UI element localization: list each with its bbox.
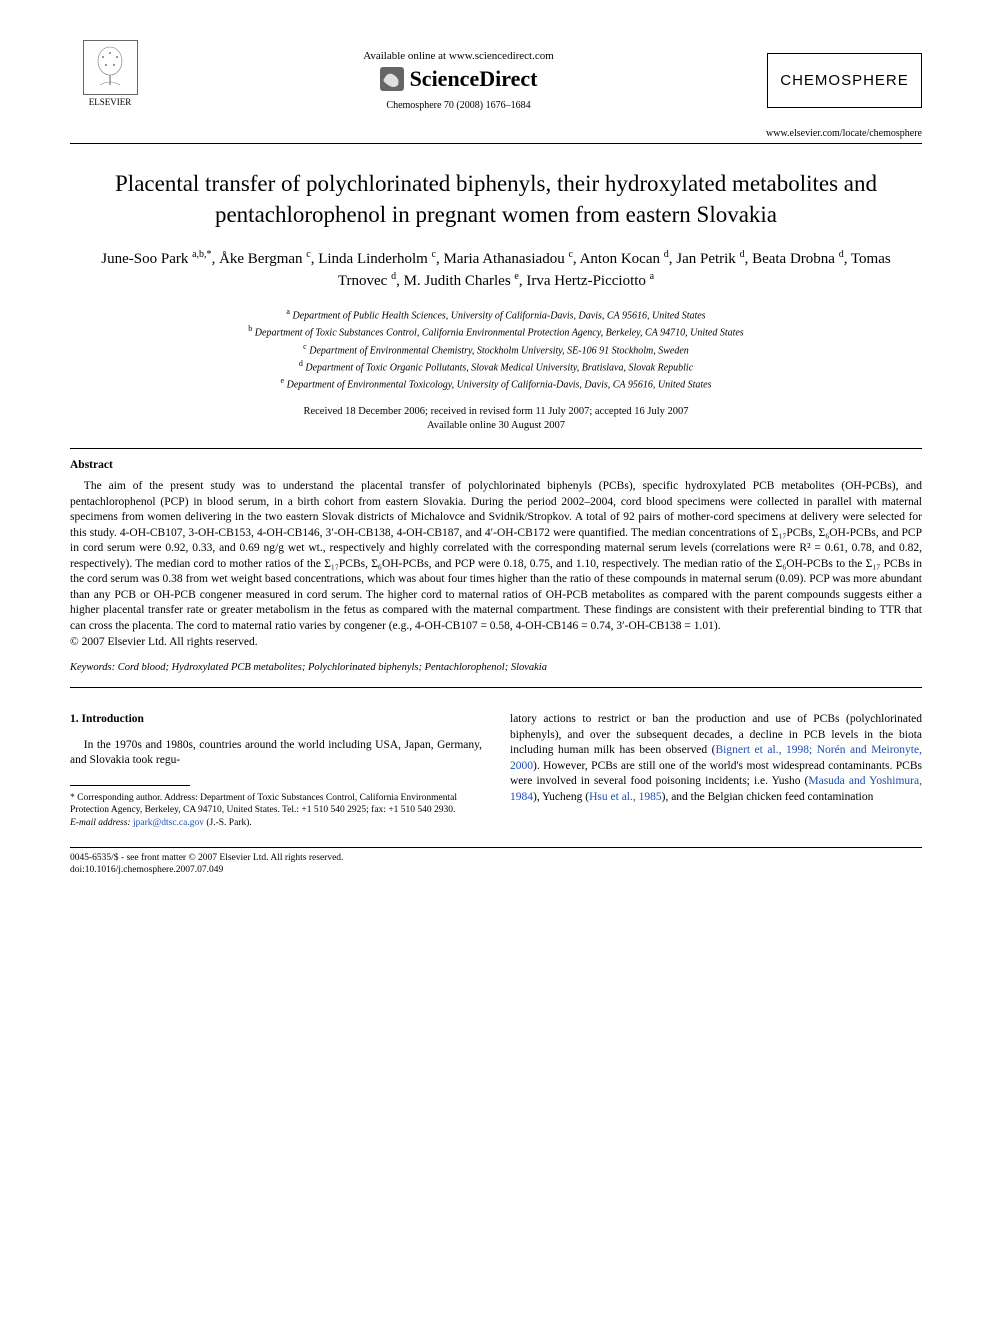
divider-top <box>70 143 922 144</box>
left-column: 1. Introduction In the 1970s and 1980s, … <box>70 712 482 829</box>
sciencedirect-label: ScienceDirect <box>410 66 538 92</box>
email-name: (J.-S. Park). <box>206 818 251 828</box>
ref-link[interactable]: Bignert et al., 1998; Norén and Meironyt… <box>510 744 922 772</box>
email-link[interactable]: jpark@dtsc.ca.gov <box>133 818 204 828</box>
article-dates: Received 18 December 2006; received in r… <box>70 405 922 434</box>
center-header: Available online at www.sciencedirect.co… <box>150 50 767 111</box>
keywords: Keywords: Cord blood; Hydroxylated PCB m… <box>70 662 922 673</box>
elsevier-label: ELSEVIER <box>89 97 132 107</box>
sciencedirect-row: ScienceDirect <box>150 66 767 92</box>
intro-para-left: In the 1970s and 1980s, countries around… <box>70 738 482 769</box>
footer-rule <box>70 847 922 848</box>
corresponding-text: * Corresponding author. Address: Departm… <box>70 792 482 817</box>
authors-list: June-Soo Park a,b,*, Åke Bergman c, Lind… <box>100 248 892 292</box>
corresponding-author-footnote: * Corresponding author. Address: Departm… <box>70 792 482 829</box>
ref-link[interactable]: Hsu et al., 1985 <box>589 791 662 803</box>
intro-para-right: latory actions to restrict or ban the pr… <box>510 712 922 805</box>
journal-citation: Chemosphere 70 (2008) 1676–1684 <box>150 100 767 111</box>
abstract-section: Abstract The aim of the present study wa… <box>70 459 922 648</box>
abstract-body: The aim of the present study was to unde… <box>70 479 922 634</box>
email-line: E-mail address: jpark@dtsc.ca.gov (J.-S.… <box>70 817 482 829</box>
ref-link[interactable]: Masuda and Yoshimura, 1984 <box>510 775 922 803</box>
intro-heading: 1. Introduction <box>70 712 482 728</box>
divider-after-dates <box>70 448 922 449</box>
abstract-copyright: © 2007 Elsevier Ltd. All rights reserved… <box>70 636 922 648</box>
keywords-text: Cord blood; Hydroxylated PCB metabolites… <box>118 662 547 673</box>
divider-after-keywords <box>70 687 922 688</box>
elsevier-logo: ELSEVIER <box>70 40 150 120</box>
sciencedirect-icon <box>380 67 404 91</box>
footer: 0045-6535/$ - see front matter © 2007 El… <box>70 852 922 877</box>
article-title: Placental transfer of polychlorinated bi… <box>110 168 882 230</box>
keywords-label: Keywords: <box>70 662 115 673</box>
email-label: E-mail address: <box>70 818 131 828</box>
journal-name-box: CHEMOSPHERE <box>767 53 922 108</box>
abstract-heading: Abstract <box>70 459 922 471</box>
journal-url[interactable]: www.elsevier.com/locate/chemosphere <box>70 128 922 139</box>
received-date: Received 18 December 2006; received in r… <box>70 405 922 420</box>
footer-line1: 0045-6535/$ - see front matter © 2007 El… <box>70 852 922 864</box>
affiliations: a Department of Public Health Sciences, … <box>70 306 922 393</box>
journal-box-wrap: CHEMOSPHERE <box>767 53 922 108</box>
available-online-text: Available online at www.sciencedirect.co… <box>150 50 767 62</box>
available-online-date: Available online 30 August 2007 <box>70 419 922 434</box>
footnote-rule <box>70 785 190 786</box>
footer-doi: doi:10.1016/j.chemosphere.2007.07.049 <box>70 864 922 876</box>
elsevier-tree-icon <box>83 40 138 95</box>
right-column: latory actions to restrict or ban the pr… <box>510 712 922 829</box>
body-columns: 1. Introduction In the 1970s and 1980s, … <box>70 712 922 829</box>
page-header: ELSEVIER Available online at www.science… <box>70 40 922 120</box>
